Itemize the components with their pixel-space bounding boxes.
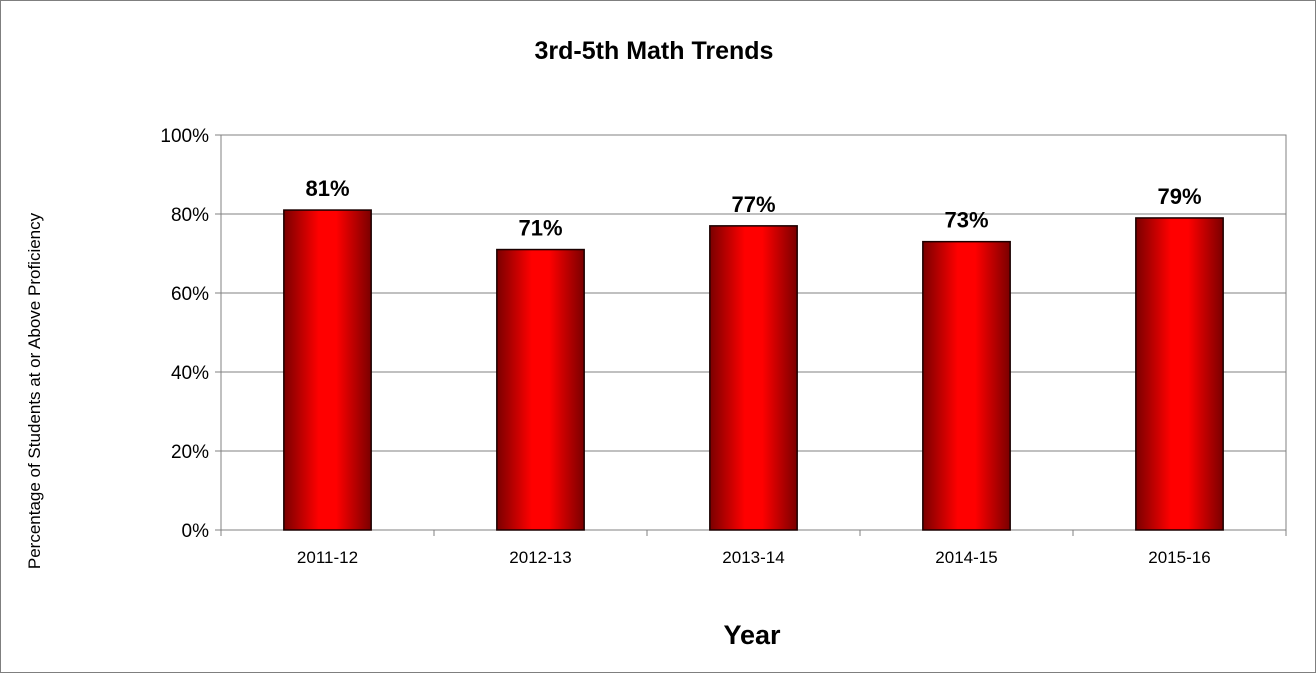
x-tick-label: 2014-15 bbox=[935, 548, 997, 567]
plot-area: 0% 20% 40% 60% 80% 100% 81% 2011-12 71% 2012-13 77… bbox=[160, 126, 1287, 567]
x-tick-label: 2011-12 bbox=[297, 548, 358, 567]
x-tick-label: 2012-13 bbox=[509, 548, 571, 567]
y-tick-label: 60% bbox=[171, 284, 209, 305]
data-label: 79% bbox=[1157, 184, 1201, 209]
chart-title: 3rd-5th Math Trends bbox=[535, 37, 774, 65]
x-tick-label: 2015-16 bbox=[1148, 548, 1210, 567]
bar-2015-16 bbox=[1135, 217, 1224, 531]
data-label: 71% bbox=[518, 216, 562, 241]
y-tick-label: 20% bbox=[171, 442, 209, 463]
data-label: 73% bbox=[944, 208, 988, 233]
bar-2013-14 bbox=[709, 225, 798, 531]
y-tick-label: 40% bbox=[171, 363, 209, 384]
data-label: 77% bbox=[731, 192, 775, 217]
x-tick-label: 2013-14 bbox=[722, 548, 784, 567]
y-axis-label: Percentage of Students at or Above Profi… bbox=[25, 212, 44, 569]
data-label: 81% bbox=[305, 176, 349, 201]
y-tick-label: 0% bbox=[182, 521, 210, 542]
x-axis-label: Year bbox=[723, 620, 781, 650]
y-tick-label: 80% bbox=[171, 205, 209, 226]
bar-2014-15 bbox=[922, 240, 1011, 531]
bar-2011-12 bbox=[283, 209, 372, 531]
bar-2012-13 bbox=[496, 248, 585, 531]
y-tick-label: 100% bbox=[160, 126, 209, 147]
